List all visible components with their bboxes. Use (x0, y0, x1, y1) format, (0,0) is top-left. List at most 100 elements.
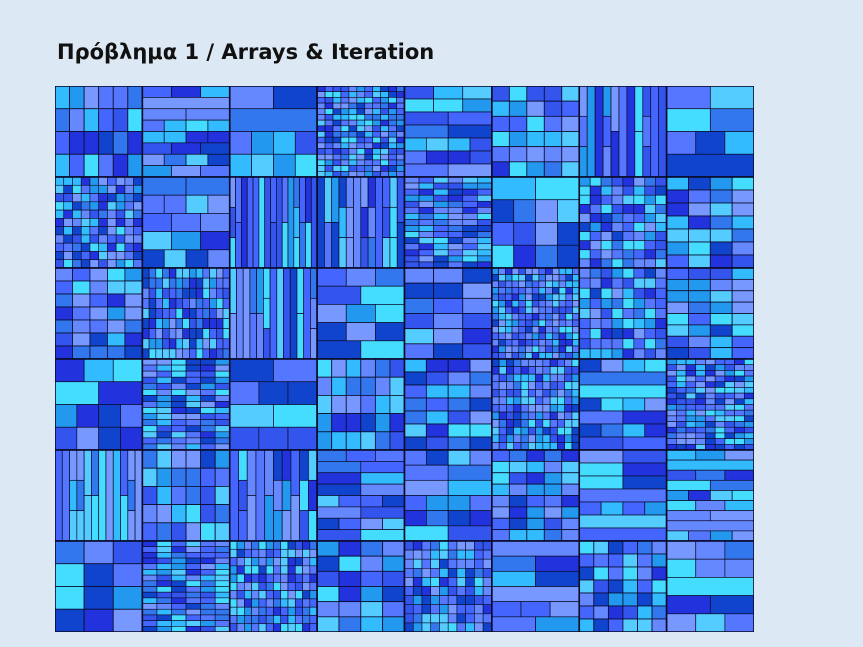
treemap-cell (558, 306, 567, 314)
treemap-cell (185, 603, 201, 610)
treemap-cell (171, 401, 187, 408)
treemap-cell (433, 282, 464, 299)
treemap-cell (162, 298, 170, 309)
treemap-cell (107, 280, 126, 295)
treemap-cell (168, 308, 177, 319)
treemap-cell (447, 358, 471, 373)
treemap-cell (622, 423, 646, 438)
treemap-cell (55, 540, 85, 565)
treemap-cell (360, 540, 384, 557)
treemap-cell (332, 86, 342, 92)
treemap-cell (396, 131, 405, 138)
treemap-cell (600, 204, 613, 214)
treemap-cell (557, 419, 565, 428)
treemap-cell (593, 592, 609, 607)
treemap-cell (637, 618, 653, 632)
treemap-cell (561, 506, 580, 519)
treemap-cell (456, 613, 466, 624)
treemap-cell (229, 582, 238, 591)
treemap-cell (348, 159, 358, 166)
treemap-cell (644, 318, 657, 329)
treemap-cell (273, 153, 296, 178)
treemap-cell (200, 591, 216, 599)
treemap-cell (462, 194, 478, 202)
treemap-cell (98, 251, 108, 261)
treemap-cell (538, 287, 546, 295)
treemap-cell (520, 419, 529, 428)
treemap-cell (527, 396, 536, 405)
treemap-cell (508, 146, 528, 163)
treemap-cell (571, 404, 580, 413)
treemap-cell (743, 426, 754, 434)
treemap-cell (382, 570, 405, 587)
treemap-cell (214, 443, 231, 451)
treemap-cell (498, 358, 507, 367)
treemap-cell (421, 613, 432, 624)
treemap-cell (229, 540, 238, 550)
treemap-cell (185, 591, 201, 599)
treemap-cell (731, 189, 754, 204)
treemap-cell (127, 131, 143, 155)
treemap-cell (447, 586, 458, 596)
treemap-cell (655, 231, 667, 242)
treemap-cell (644, 423, 667, 438)
treemap-cell (600, 240, 613, 251)
treemap-cell (439, 567, 449, 578)
treemap-cell (572, 319, 580, 327)
treemap-cell (474, 595, 484, 606)
treemap-cell (148, 267, 157, 279)
treemap-cell (189, 348, 197, 360)
treemap-cell (316, 86, 326, 92)
treemap-cell (280, 573, 289, 583)
treemap-cell (202, 318, 210, 329)
treemap-cell (289, 267, 298, 360)
treemap-cell (316, 267, 347, 287)
treemap-cell (549, 404, 558, 413)
treemap-cell (433, 207, 449, 214)
treemap-cell (124, 293, 143, 308)
treemap-cell (316, 114, 326, 121)
treemap-cell (743, 398, 754, 405)
treemap-cell (404, 510, 427, 527)
treemap-cell (244, 557, 252, 567)
treemap-cell (258, 176, 266, 269)
treemap-cell (98, 218, 108, 227)
treemap-cell (520, 411, 529, 420)
treemap-cell (637, 566, 653, 581)
treemap-cell (200, 449, 216, 469)
treemap-cell (389, 376, 405, 396)
treemap-cell (229, 267, 237, 314)
treemap-cell (462, 249, 478, 257)
treemap-cell (565, 267, 573, 275)
treemap-cell (607, 579, 624, 594)
treemap-cell (142, 131, 165, 144)
treemap-cell (513, 419, 522, 428)
treemap-cell (281, 510, 292, 542)
treemap-cell (124, 193, 134, 203)
treemap-cell (372, 159, 381, 166)
treemap-cell (168, 338, 177, 350)
treemap-cell (508, 115, 528, 132)
treemap-cell (651, 605, 668, 620)
treemap-cell (633, 258, 646, 269)
treemap-cell (156, 552, 172, 559)
treemap-cell (439, 613, 449, 624)
treemap-cell (508, 161, 528, 178)
treemap-cell (462, 176, 478, 184)
treemap-cell (309, 573, 318, 583)
treemap-cell (175, 277, 184, 289)
treemap-cell (258, 548, 267, 558)
treemap-cell (360, 237, 369, 269)
treemap-cell (185, 413, 201, 420)
treemap-cell (316, 506, 362, 519)
treemap-cell (622, 579, 638, 594)
treemap-cell (332, 125, 342, 132)
treemap-cell (685, 438, 697, 445)
treemap-cell (611, 277, 624, 289)
treemap-cell (505, 267, 513, 275)
treemap-cell (112, 358, 143, 383)
treemap-cell (348, 142, 358, 149)
treemap-cell (382, 586, 405, 603)
treemap-cell (55, 176, 65, 186)
treemap-cell (171, 376, 187, 384)
